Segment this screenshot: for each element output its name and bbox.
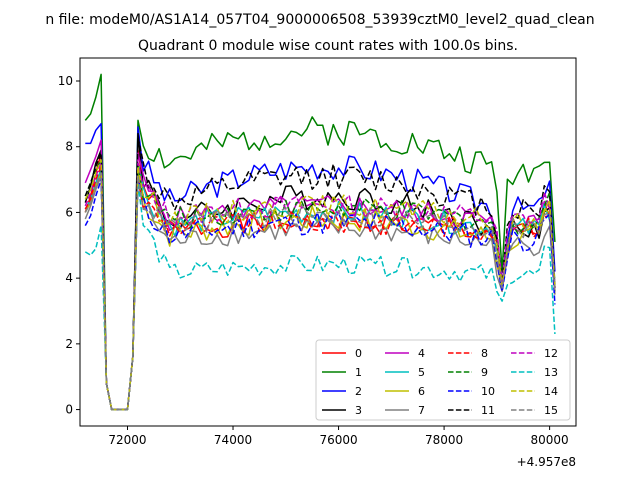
x-tick-label: 72000 <box>108 433 146 447</box>
legend-label-12: 12 <box>544 347 558 360</box>
x-offset-label: +4.957e8 <box>517 455 576 469</box>
y-tick-label: 2 <box>65 337 73 351</box>
y-tick-label: 10 <box>58 74 73 88</box>
series-line-14 <box>84 159 556 411</box>
series-line-11 <box>84 136 556 411</box>
legend-label-0: 0 <box>355 347 362 360</box>
series-line-1 <box>84 73 556 411</box>
y-tick-label: 0 <box>65 403 73 417</box>
series-layer <box>84 73 556 411</box>
series-line-4 <box>84 139 556 411</box>
legend-label-15: 15 <box>544 404 558 417</box>
legend-label-9: 9 <box>481 366 488 379</box>
axes-frame <box>79 57 577 427</box>
chart-title: Quadrant 0 module wise count rates with … <box>138 38 518 54</box>
legend-label-6: 6 <box>418 385 425 398</box>
y-tick-label: 6 <box>65 205 73 219</box>
series-line-10 <box>84 178 556 411</box>
series-line-12 <box>84 162 556 411</box>
x-tick-label: 74000 <box>214 433 252 447</box>
legend-label-10: 10 <box>481 385 495 398</box>
legend-label-8: 8 <box>481 347 488 360</box>
series-line-15 <box>84 172 556 411</box>
legend-label-11: 11 <box>481 404 495 417</box>
legend-label-13: 13 <box>544 366 558 379</box>
series-line-13 <box>84 182 556 411</box>
x-tick-label: 76000 <box>319 433 357 447</box>
series-line-9 <box>84 159 556 411</box>
legend-box <box>315 339 571 421</box>
x-tick-label: 78000 <box>425 433 463 447</box>
legend-label-5: 5 <box>418 366 425 379</box>
legend-label-4: 4 <box>418 347 425 360</box>
legend-label-14: 14 <box>544 385 558 398</box>
legend-label-7: 7 <box>418 404 425 417</box>
legend-label-3: 3 <box>355 404 362 417</box>
y-tick-label: 8 <box>65 140 73 154</box>
x-tick-label: 80000 <box>531 433 569 447</box>
y-tick-label: 4 <box>65 271 73 285</box>
legend-label-2: 2 <box>355 385 362 398</box>
figure-title: n file: modeM0/AS1A14_057T04_9000006508_… <box>45 12 594 28</box>
legend-label-1: 1 <box>355 366 362 379</box>
